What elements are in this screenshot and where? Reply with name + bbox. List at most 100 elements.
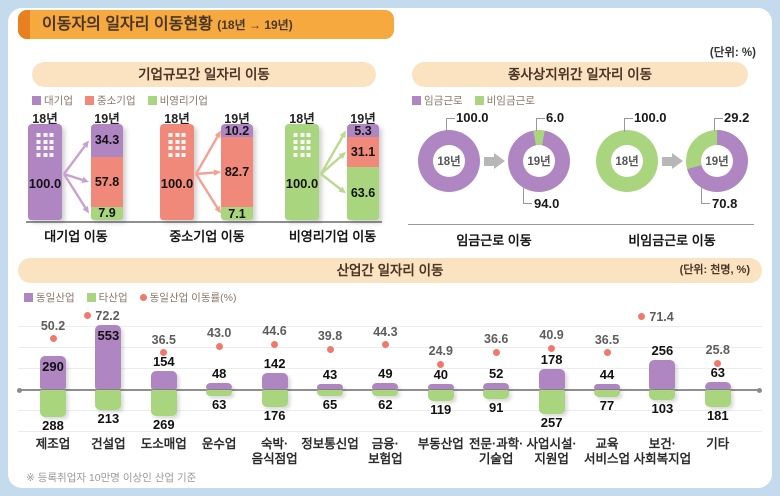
value-other-industry: 213	[97, 411, 120, 427]
value-same-industry: 43	[322, 367, 338, 383]
rate-value: 25.8	[705, 343, 730, 358]
bar-other-industry	[261, 390, 288, 407]
panel-firm-title: 기업규모간 일자리 이동	[32, 62, 376, 87]
group-label: 중소기업 이동	[169, 229, 245, 244]
flow-block-arrow	[662, 153, 683, 169]
rate-dot	[215, 342, 223, 350]
bar-segment: 34.3	[91, 124, 123, 157]
gridline	[18, 347, 762, 348]
status-legend: 임금근로 비임금근로	[412, 93, 535, 108]
to-bar: 5.3 31.1 63.6	[347, 124, 379, 220]
rate-value: 36.5	[594, 332, 620, 347]
rate-dot	[603, 349, 611, 356]
unit-note-industry: (단위: 천명, %)	[679, 264, 750, 276]
group-label: 대기업 이동	[44, 229, 108, 244]
bar-segment: 7.9	[91, 206, 123, 220]
block-arrow-stem	[484, 156, 494, 166]
rate-dot	[638, 313, 646, 321]
page-title-period: (18년 → 19년)	[217, 18, 293, 32]
bar-other-industry	[538, 390, 565, 415]
axis-end-dot	[757, 387, 762, 393]
legend-item: 비영리기업	[147, 93, 208, 108]
bar-segment: 10.2	[221, 124, 253, 138]
bar-other-industry	[427, 390, 454, 402]
flow-arrows	[319, 124, 348, 220]
block-arrow-stem	[662, 156, 672, 166]
value-same-industry: 44	[599, 366, 615, 382]
legend-item: 중소기업	[84, 93, 136, 108]
from-value: 100.0	[28, 176, 62, 191]
callout-line	[701, 184, 710, 204]
firm-legend: 대기업 중소기업 비영리기업	[32, 93, 208, 108]
bar-segment: 63.6	[347, 166, 379, 220]
pair-label: 임금근로 이동	[456, 233, 532, 248]
bar-same-industry	[704, 381, 731, 389]
bar-same-industry	[372, 383, 399, 389]
legend-label: 비영리기업	[159, 95, 208, 107]
rate-dot	[714, 359, 722, 367]
legend-square-marker	[147, 96, 157, 105]
from-value: 100.0	[160, 176, 194, 191]
rate-dot	[437, 360, 445, 368]
panel-industry: 산업간 일자리 이동 (단위: 천명, %) 동일산업 타산업 동일산업 이동률(%…	[17, 254, 762, 486]
value-same-industry: 52	[488, 366, 504, 382]
category-label: 기타	[706, 437, 730, 451]
category-label: 숙박· 음식점업	[251, 437, 298, 466]
panel-work-status: 종사상지위간 일자리 이동 임금근로 비임금근로 18년 19년 100.0 6.0 94…	[398, 60, 762, 254]
segment-value: 31.1	[350, 144, 376, 159]
rate-value: 36.5	[151, 332, 176, 347]
block-arrow-head	[672, 153, 683, 169]
legend-square-marker	[474, 96, 484, 105]
from-bar: 100.0	[285, 124, 319, 220]
year-label-from: 18년	[164, 112, 190, 126]
bar-other-industry	[704, 390, 731, 408]
rate-value: 71.4	[649, 309, 674, 324]
value-other-industry: 257	[540, 415, 563, 431]
legend-item: 동일산업 이동률(%)	[139, 290, 237, 305]
legend-label: 임금근로	[424, 95, 463, 107]
legend-square-marker	[86, 293, 96, 302]
page-title: 이동자의 일자리 이동현황 (18년 → 19년)	[42, 10, 293, 40]
bar-segment: 31.1	[347, 137, 379, 167]
year-label-to: 19년	[224, 112, 250, 126]
legend-square-marker	[24, 293, 33, 302]
value-other-industry: 181	[706, 408, 729, 424]
legend-item: 비임금근로	[474, 93, 535, 108]
value-other-industry: 91	[488, 399, 504, 415]
bar-segment: 5.3	[347, 124, 379, 138]
bar-other-industry	[483, 390, 510, 399]
legend-label: 동일산업 이동률(%)	[149, 292, 237, 304]
bar-same-industry	[594, 383, 620, 389]
category-label: 제조업	[35, 437, 71, 451]
flow-arrows	[194, 124, 223, 220]
segment-value: 34.3	[94, 133, 120, 148]
category-label: 정보통신업	[301, 437, 359, 451]
year-label-to: 19년	[350, 112, 376, 126]
legend-label: 동일산업	[36, 292, 75, 304]
flow-arrows	[62, 124, 91, 220]
rate-value: 44.6	[262, 324, 287, 339]
industry-baseline	[18, 389, 760, 391]
building-icon	[168, 133, 186, 157]
category-label: 전문·과학· 기술업	[469, 437, 524, 466]
segment-value: 7.1	[228, 206, 246, 221]
donut-to: 19년	[508, 130, 570, 192]
content-card: 이동자의 일자리 이동현황 (18년 → 19년) (단위: %) 기업규모간 …	[8, 8, 772, 488]
donut-year-label: 19년	[701, 145, 733, 177]
bar-other-industry	[206, 390, 233, 396]
segment-value: 7.9	[98, 206, 116, 220]
rate-value: 72.2	[95, 308, 120, 323]
legend-item: 타산업	[86, 290, 128, 305]
category-label: 부동산업	[417, 437, 464, 451]
segment-value: 5.3	[354, 124, 372, 138]
main-header-ribbon: 이동자의 일자리 이동현황 (18년 → 19년)	[18, 10, 394, 39]
rate-group: 72.2	[84, 308, 120, 323]
segment-value: 63.6	[350, 186, 376, 201]
bar-same-industry	[538, 368, 565, 389]
bar-same-industry	[206, 383, 233, 389]
value-other-industry: 288	[42, 418, 64, 434]
category-label: 건설업	[91, 437, 126, 451]
legend-label: 비임금근로	[486, 95, 535, 107]
donut-year-label: 18년	[611, 145, 643, 177]
